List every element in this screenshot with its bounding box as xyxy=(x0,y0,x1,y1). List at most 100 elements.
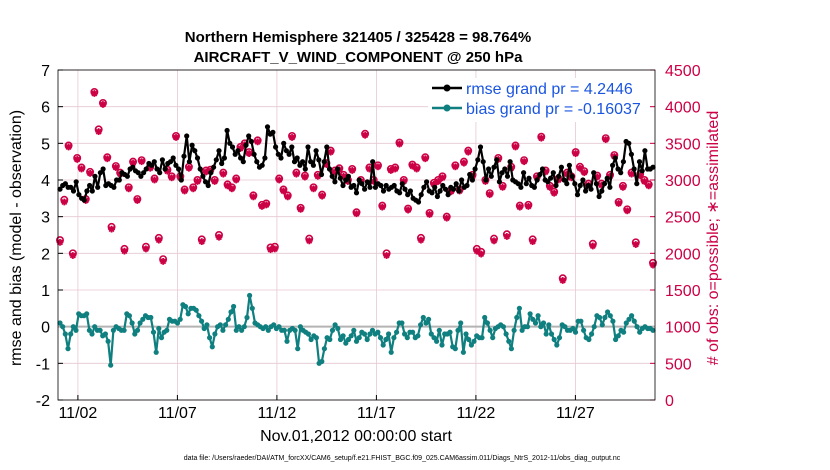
bias-point xyxy=(62,331,68,337)
rmse-point xyxy=(211,164,217,170)
rmse-point xyxy=(124,173,130,179)
y-tick-label: 6 xyxy=(41,100,50,117)
rmse-point xyxy=(89,188,95,194)
obs-assimilated-point xyxy=(142,245,150,253)
rmse-point xyxy=(553,182,559,189)
rmse-point xyxy=(181,153,187,159)
rmse-point xyxy=(437,188,443,194)
bias-point xyxy=(153,349,159,355)
rmse-point xyxy=(262,155,268,161)
bias-point xyxy=(471,338,477,344)
x-tick-label: 11/22 xyxy=(456,405,495,422)
obs-assimilated-point xyxy=(185,164,193,172)
rmse-point xyxy=(221,155,227,161)
bias-point xyxy=(634,324,640,330)
rmse-point xyxy=(326,166,333,172)
rmse-point xyxy=(440,182,446,189)
bias-point xyxy=(105,338,111,344)
obs-assimilated-point xyxy=(443,214,451,222)
bias-point xyxy=(233,327,239,333)
y2-tick-label: 3500 xyxy=(665,136,701,153)
bias-point xyxy=(556,335,563,341)
obs-assimilated-point xyxy=(90,90,98,97)
rmse-point xyxy=(324,144,330,150)
obs-assimilated-point xyxy=(258,203,266,210)
bias-point xyxy=(228,309,234,315)
rmse-point xyxy=(151,159,157,165)
rmse-point xyxy=(68,184,74,190)
obs-assimilated-point xyxy=(95,128,103,135)
obs-assimilated-point xyxy=(396,140,403,148)
obs-assimilated-point xyxy=(520,158,528,166)
rmse-point xyxy=(391,182,397,189)
rmse-point xyxy=(372,184,378,190)
bias-point xyxy=(530,316,536,322)
rmse-point xyxy=(415,199,422,205)
bias-point xyxy=(308,336,314,343)
bias-point xyxy=(380,342,386,348)
rmse-point xyxy=(297,162,303,168)
bias-point xyxy=(134,327,141,333)
rmse-point xyxy=(564,181,570,187)
rmse-point xyxy=(216,148,222,154)
bias-point xyxy=(479,335,485,341)
bias-point xyxy=(263,324,269,330)
rmse-point xyxy=(310,162,316,168)
bias-point xyxy=(225,316,231,322)
rmse-point xyxy=(332,179,338,185)
y-tick-label: 5 xyxy=(41,136,50,153)
rmse-point xyxy=(442,186,449,192)
bias-point xyxy=(623,320,629,326)
rmse-point xyxy=(405,192,411,198)
rmse-point xyxy=(421,184,427,190)
bias-point xyxy=(610,318,616,324)
obs-assimilated-point xyxy=(297,205,305,213)
rmse-point xyxy=(577,182,583,189)
obs-assimilated-point xyxy=(211,178,219,185)
bias-point xyxy=(506,338,512,344)
rmse-point xyxy=(345,173,351,179)
bias-point xyxy=(447,329,453,335)
obs-assimilated-point xyxy=(99,101,107,108)
rmse-point xyxy=(273,144,279,150)
bias-point xyxy=(487,327,493,333)
y-tick-label: 7 xyxy=(41,63,50,80)
y-tick-label: 1 xyxy=(41,283,50,300)
rmse-point xyxy=(76,192,82,198)
rmse-point xyxy=(583,188,589,194)
rmse-point xyxy=(62,181,68,187)
bias-point xyxy=(538,324,544,330)
rmse-point xyxy=(450,186,457,192)
rmse-point xyxy=(499,170,505,176)
obs-assimilated-point xyxy=(228,185,236,193)
rmse-point xyxy=(620,159,627,165)
rmse-point xyxy=(159,157,165,163)
obs-assimilated-point xyxy=(310,185,317,193)
bias-point xyxy=(367,331,373,337)
rmse-point xyxy=(402,186,408,192)
bias-point xyxy=(455,327,461,333)
bias-point xyxy=(410,329,416,335)
bias-point xyxy=(434,338,440,344)
rmse-point xyxy=(380,188,387,194)
rmse-point xyxy=(97,170,103,176)
y-tick-label: 2 xyxy=(41,246,50,263)
bias-point xyxy=(626,316,632,322)
bias-point xyxy=(597,314,603,321)
rmse-point xyxy=(580,177,586,183)
y2-tick-label: 1000 xyxy=(665,320,701,337)
rmse-point xyxy=(192,148,198,154)
obs-assimilated-point xyxy=(391,165,399,173)
bias-point xyxy=(217,322,223,328)
bias-point xyxy=(535,313,541,319)
bias-point xyxy=(514,314,520,321)
rmse-point xyxy=(300,159,306,165)
rmse-point xyxy=(178,177,184,183)
obs-assimilated-point xyxy=(60,198,68,206)
x-tick-label: 11/12 xyxy=(257,405,296,422)
bias-point xyxy=(388,349,394,355)
rmse-point xyxy=(634,181,640,187)
obs-assimilated-point xyxy=(404,206,412,214)
rmse-point xyxy=(205,182,211,189)
bias-point xyxy=(589,331,595,337)
